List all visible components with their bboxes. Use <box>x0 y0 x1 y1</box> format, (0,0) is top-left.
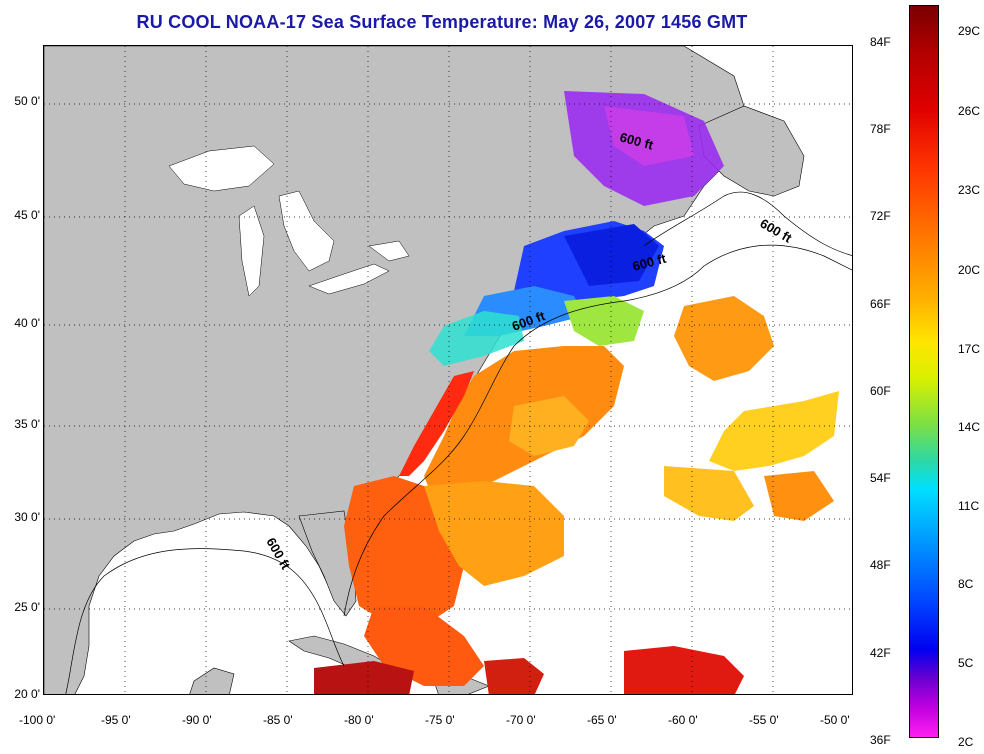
great-lakes <box>168 145 410 297</box>
colorbar-c-14: 14C <box>958 420 981 434</box>
lon-label-50: -50 0' <box>820 713 850 727</box>
colorbar-f-78: 78F <box>870 122 891 136</box>
lon-label-60: -60 0' <box>668 713 698 727</box>
colorbar-f-84: 84F <box>870 35 891 49</box>
colorbar-c-17: 17C <box>958 342 981 356</box>
colorbar-c-23: 23C <box>958 183 981 197</box>
colorbar-c-8: 8C <box>958 577 974 591</box>
colorbar-f-54: 54F <box>870 471 891 485</box>
lon-label-70: -70 0' <box>506 713 536 727</box>
colorbar-f-72: 72F <box>870 209 891 223</box>
colorbar-c-11: 11C <box>958 499 980 513</box>
lat-label-45: 45 0' <box>14 208 40 222</box>
lon-label-65: -65 0' <box>587 713 617 727</box>
lon-label-90: -90 0' <box>182 713 212 727</box>
lon-label-95: -95 0' <box>101 713 131 727</box>
chart-title: RU COOL NOAA-17 Sea Surface Temperature:… <box>136 12 748 32</box>
lat-label-35: 35 0' <box>14 417 40 431</box>
lon-label-55: -55 0' <box>749 713 779 727</box>
colorbar-f-66: 66F <box>870 297 891 311</box>
colorbar-f-48: 48F <box>870 558 891 572</box>
map-canvas: 600 ft 600 ft 600 ft 600 ft 600 ft <box>44 46 852 694</box>
colorbar-c-5: 5C <box>958 656 974 670</box>
colorbar-f-42: 42F <box>870 646 891 660</box>
colorbar-c-26: 26C <box>958 104 981 118</box>
lat-label-20: 20 0' <box>14 687 40 701</box>
lon-label-85: -85 0' <box>263 713 293 727</box>
colorbar-c-20: 20C <box>958 263 981 277</box>
lat-label-30: 30 0' <box>14 510 40 524</box>
lon-label-80: -80 0' <box>344 713 374 727</box>
temperature-colorbar <box>909 5 939 738</box>
lon-label-100: -100 0' <box>19 713 56 727</box>
colorbar-c-2: 2C <box>958 735 974 749</box>
depth-contours <box>65 191 852 694</box>
mexico-yucatan-land <box>189 667 235 694</box>
lat-label-40: 40 0' <box>14 316 40 330</box>
lon-label-75: -75 0' <box>425 713 455 727</box>
lat-lon-grid <box>44 46 852 694</box>
colorbar-f-36: 36F <box>870 733 891 747</box>
lat-label-50: 50 0' <box>14 94 40 108</box>
sst-map: 600 ft 600 ft 600 ft 600 ft 600 ft <box>43 45 853 695</box>
colorbar-f-60: 60F <box>870 384 891 398</box>
colorbar-c-29: 29C <box>958 24 981 38</box>
lat-label-25: 25 0' <box>14 600 40 614</box>
sst-data <box>314 91 839 694</box>
